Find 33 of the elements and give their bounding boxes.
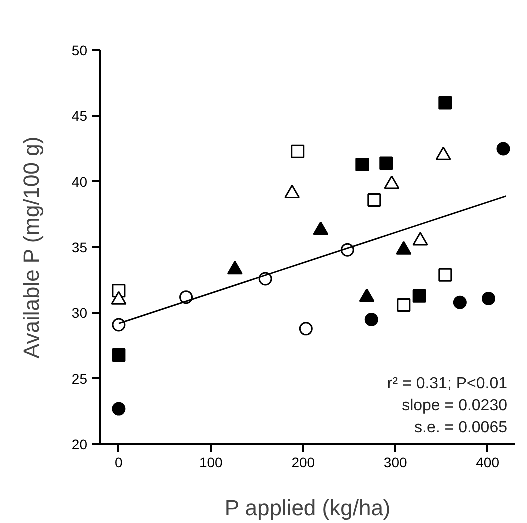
point: [112, 348, 126, 362]
point: [438, 96, 452, 110]
point: [496, 142, 510, 156]
annotation: r² = 0.31; P<0.01: [387, 376, 508, 392]
x-tick-label: 400: [476, 454, 500, 470]
point: [112, 402, 126, 416]
y-tick-label: 35: [72, 240, 88, 256]
x-tick-label: 300: [384, 454, 408, 470]
point: [482, 292, 496, 306]
x-tick-label: 100: [199, 454, 224, 470]
x-tick-label: 200: [292, 454, 316, 470]
y-tick-label: 30: [72, 305, 88, 322]
annotation: s.e. = 0.0065: [414, 420, 508, 436]
point: [364, 312, 378, 326]
point: [112, 318, 126, 332]
annotation: slope = 0.0230: [402, 398, 508, 414]
x-tick-label: 0: [115, 454, 124, 470]
y-tick-label: 45: [72, 108, 88, 124]
y-tick-label: 20: [72, 436, 88, 452]
point: [356, 158, 370, 172]
point: [453, 296, 467, 310]
point: [299, 322, 313, 336]
point: [412, 289, 426, 303]
y-axis-title: Available P (mg/100 g): [18, 136, 44, 359]
y-tick-label: 50: [72, 42, 88, 58]
point: [438, 268, 452, 282]
point: [291, 144, 305, 158]
point: [380, 156, 394, 170]
point: [397, 298, 411, 312]
point: [368, 193, 382, 207]
y-tick-label: 40: [72, 174, 88, 190]
y-tick-label: 25: [72, 370, 88, 387]
x-axis-title: P applied (kg/ha): [224, 496, 391, 520]
